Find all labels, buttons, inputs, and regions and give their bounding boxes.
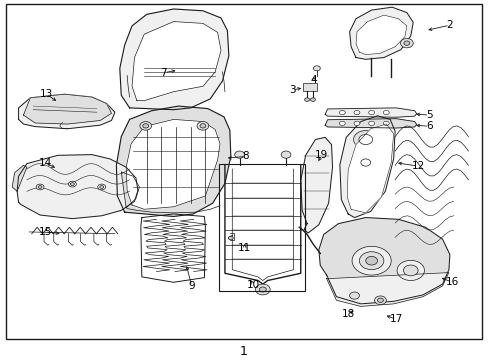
Circle shape [234, 151, 244, 158]
Text: 14: 14 [38, 158, 52, 167]
Polygon shape [326, 273, 448, 306]
Circle shape [100, 185, 103, 188]
Text: 13: 13 [40, 89, 53, 99]
Polygon shape [126, 120, 220, 209]
Circle shape [353, 121, 359, 126]
Circle shape [353, 131, 377, 149]
Circle shape [38, 185, 42, 188]
Polygon shape [19, 94, 115, 129]
Polygon shape [339, 116, 394, 217]
Circle shape [368, 121, 374, 126]
Text: 19: 19 [314, 150, 328, 160]
Circle shape [310, 98, 315, 102]
Text: 4: 4 [310, 75, 317, 85]
Text: 2: 2 [446, 20, 452, 30]
Circle shape [255, 284, 269, 295]
Polygon shape [12, 165, 27, 191]
Circle shape [383, 121, 388, 126]
Circle shape [98, 184, 105, 190]
Polygon shape [346, 124, 393, 213]
Polygon shape [325, 119, 416, 128]
Text: 7: 7 [160, 68, 167, 78]
Text: 16: 16 [445, 277, 458, 287]
Circle shape [339, 121, 345, 126]
Text: 18: 18 [341, 309, 354, 319]
Text: 1: 1 [240, 345, 247, 358]
Circle shape [259, 287, 265, 292]
Circle shape [403, 265, 417, 276]
Text: 10: 10 [246, 280, 259, 290]
Polygon shape [349, 7, 412, 59]
Circle shape [377, 298, 383, 302]
Circle shape [396, 260, 424, 280]
Circle shape [228, 236, 233, 240]
Circle shape [70, 183, 74, 185]
Circle shape [142, 124, 148, 128]
Text: 12: 12 [410, 161, 424, 171]
Circle shape [351, 246, 390, 275]
Circle shape [368, 111, 374, 115]
Text: 15: 15 [38, 227, 52, 237]
Polygon shape [23, 94, 111, 124]
Circle shape [353, 111, 359, 115]
Circle shape [403, 41, 409, 45]
Circle shape [355, 156, 375, 170]
Circle shape [339, 111, 345, 115]
Text: 8: 8 [242, 152, 248, 161]
Polygon shape [318, 217, 449, 304]
Circle shape [200, 124, 205, 128]
Polygon shape [300, 138, 332, 233]
Bar [303, 83, 316, 91]
Circle shape [359, 252, 383, 270]
Circle shape [383, 111, 388, 115]
Circle shape [349, 292, 359, 299]
Text: 6: 6 [425, 121, 432, 131]
Text: 3: 3 [288, 85, 295, 95]
Circle shape [313, 66, 320, 71]
Bar [219, 163, 304, 291]
Circle shape [374, 296, 386, 305]
Text: 17: 17 [388, 314, 402, 324]
Polygon shape [17, 155, 138, 219]
Circle shape [36, 184, 44, 190]
Text: 5: 5 [425, 110, 432, 120]
Circle shape [360, 159, 370, 166]
Circle shape [197, 122, 208, 130]
Text: 9: 9 [188, 281, 195, 291]
Polygon shape [325, 108, 416, 117]
Text: 11: 11 [237, 243, 251, 253]
Circle shape [400, 39, 412, 48]
Polygon shape [132, 22, 221, 101]
Circle shape [140, 122, 151, 130]
Circle shape [304, 98, 309, 102]
Polygon shape [121, 172, 139, 208]
Polygon shape [116, 106, 230, 216]
Circle shape [358, 135, 372, 145]
Polygon shape [355, 15, 406, 55]
Circle shape [281, 151, 290, 158]
Circle shape [68, 181, 76, 187]
Circle shape [365, 256, 377, 265]
Polygon shape [120, 9, 228, 110]
